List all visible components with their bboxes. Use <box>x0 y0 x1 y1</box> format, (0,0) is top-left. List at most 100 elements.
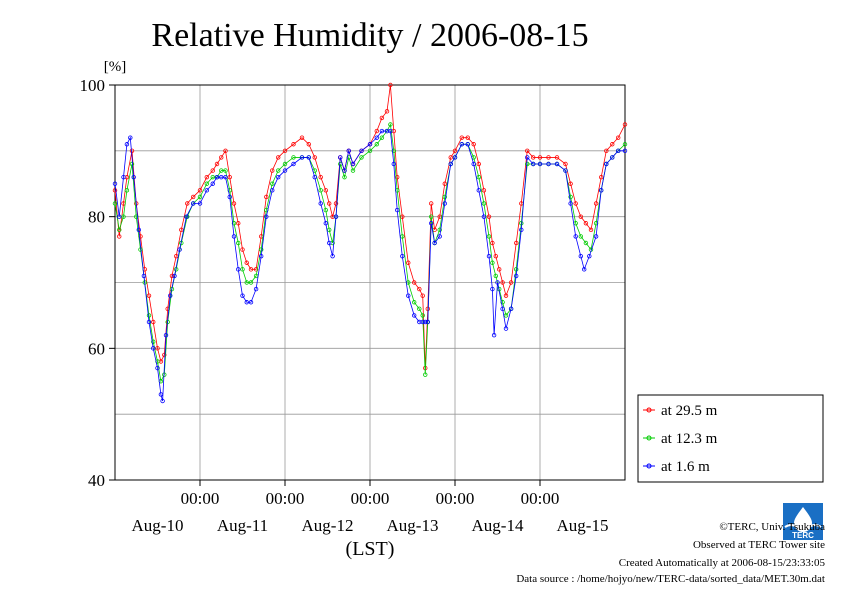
series-point <box>244 280 249 285</box>
series-point <box>568 201 573 206</box>
series-point <box>423 319 428 325</box>
wave-right-icon <box>808 524 822 528</box>
series-point <box>616 135 621 140</box>
series-point <box>448 161 453 167</box>
y-tick-label: 40 <box>88 471 105 490</box>
series-point <box>503 293 509 298</box>
series-point <box>481 188 487 193</box>
series-point <box>417 286 422 292</box>
series-point <box>248 300 254 305</box>
series-point <box>583 240 589 246</box>
series-line <box>114 130 625 402</box>
series-point <box>291 142 296 147</box>
series-point <box>554 155 560 160</box>
series-point <box>395 174 400 180</box>
series-point <box>593 234 599 239</box>
series-point <box>236 221 241 226</box>
series-point <box>437 227 442 233</box>
series-point <box>471 142 476 147</box>
x-date-tick-label: Aug-14 <box>472 516 524 535</box>
series-point <box>412 300 417 305</box>
series-point <box>299 155 305 160</box>
series-point <box>350 161 356 167</box>
y-axis-ticks: 40 60 80 100 <box>80 76 115 490</box>
series-point <box>162 352 167 358</box>
series-point <box>508 280 514 285</box>
footer-source: Data source : /home/hojyo/new/TERC-data/… <box>516 573 825 585</box>
series-point <box>599 188 604 193</box>
series-point <box>346 148 351 154</box>
y-tick-label: 80 <box>88 208 105 227</box>
series-point <box>525 155 530 160</box>
series-point <box>616 148 621 154</box>
series-point <box>112 201 118 206</box>
series-point <box>388 128 393 134</box>
series-point <box>583 221 589 226</box>
series-point <box>240 247 245 252</box>
series-point <box>204 188 209 193</box>
series-point <box>546 155 551 160</box>
series-point <box>610 142 615 147</box>
series-point <box>452 148 458 154</box>
series-point <box>442 181 447 186</box>
series-point <box>537 155 543 160</box>
x-time-tick-label: 00:00 <box>181 489 220 508</box>
series-point <box>388 82 393 88</box>
x-date-tick-label: Aug-15 <box>557 516 609 535</box>
series-point <box>327 227 332 233</box>
series-point <box>185 201 190 206</box>
series-point <box>420 313 425 318</box>
x-date-tick-label: Aug-10 <box>132 516 184 535</box>
series-point <box>214 161 220 167</box>
series-point <box>276 155 281 160</box>
x-date-tick-label: Aug-13 <box>387 516 439 535</box>
series-point <box>500 280 505 285</box>
legend-marker <box>646 435 652 441</box>
series-point <box>490 260 495 265</box>
series-point <box>276 174 281 180</box>
series-point <box>388 122 393 127</box>
series-point <box>227 194 232 200</box>
series-point <box>270 188 275 193</box>
y-tick-label: 100 <box>80 76 106 95</box>
series-point <box>486 214 492 219</box>
series-point <box>400 253 405 259</box>
legend-marker <box>646 407 652 413</box>
legend-marker <box>646 463 652 469</box>
series-point <box>379 135 385 140</box>
series-point <box>327 201 332 206</box>
x-axis-label: (LST) <box>346 538 395 560</box>
series-point <box>318 201 323 206</box>
series-point <box>604 161 609 167</box>
series-point <box>240 293 245 298</box>
series-point <box>244 260 249 265</box>
series-point <box>374 142 379 147</box>
series-point <box>253 286 259 292</box>
series-point <box>563 161 568 167</box>
series-point <box>299 135 305 140</box>
footer-created: Created Automatically at 2006-08-15/23:3… <box>618 557 825 569</box>
series-point <box>231 201 237 206</box>
legend-label: at 29.5 m <box>661 403 718 419</box>
series-point <box>531 155 536 160</box>
y-tick-label: 60 <box>88 339 105 358</box>
series-point <box>563 168 568 173</box>
series-point <box>306 155 311 160</box>
series-point <box>318 188 323 193</box>
series-point <box>327 240 332 246</box>
series-point <box>253 267 259 272</box>
series-point <box>514 273 519 279</box>
series-point <box>155 365 160 371</box>
series-point <box>312 155 317 160</box>
series-point <box>514 267 519 272</box>
series-point <box>282 168 288 173</box>
series-point <box>452 155 458 160</box>
series-point <box>151 346 156 351</box>
series-point <box>459 135 464 140</box>
series-point <box>223 148 228 154</box>
logo-text: TERC <box>792 531 814 540</box>
series-point <box>172 273 177 279</box>
series-point <box>117 234 122 239</box>
series-point <box>476 188 481 193</box>
